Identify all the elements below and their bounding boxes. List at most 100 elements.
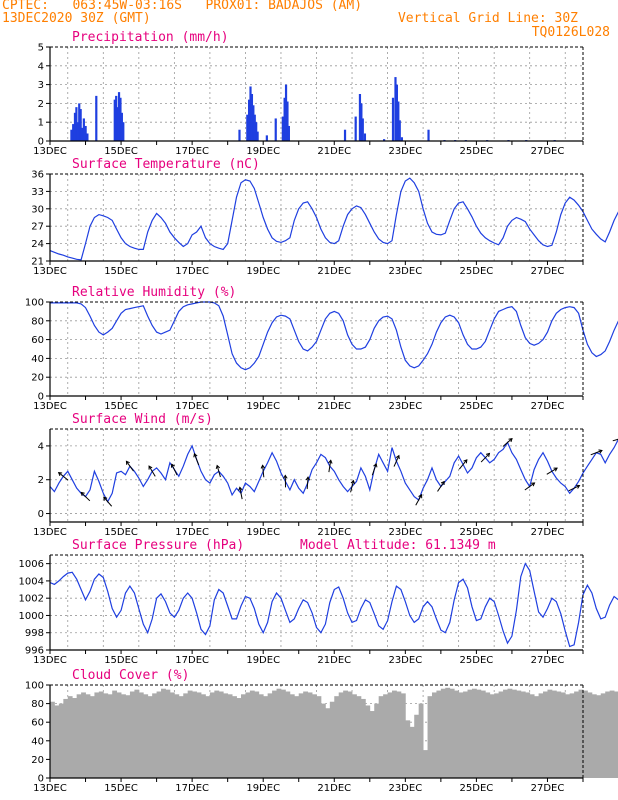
cloud-bar <box>58 703 64 778</box>
rh-xtick-label: 27DEC <box>531 401 565 412</box>
cloud-bar <box>578 689 584 778</box>
cloud-bar <box>223 693 229 778</box>
precip-xtick-label: 21DEC <box>317 146 351 157</box>
precip-ytick-label: 0 <box>38 137 44 148</box>
cloud-bar <box>89 696 95 778</box>
pres-ytick-label: 996 <box>25 646 44 657</box>
precip-bar <box>82 118 85 141</box>
rh-xtick-label: 13DEC <box>33 401 67 412</box>
cloud-bar <box>352 694 357 778</box>
cloud-bar <box>374 703 380 778</box>
wind-vector-arrowhead <box>103 496 108 501</box>
cloud-bar <box>50 701 55 778</box>
cloud-bar <box>298 693 304 778</box>
wind-vector-arrow <box>612 438 618 442</box>
wind-vector-arrowhead <box>328 459 333 464</box>
precip-bar <box>287 125 290 141</box>
cloud-xtick-label: 15DEC <box>104 783 138 794</box>
cloud-bar <box>227 694 233 778</box>
cloud-bar <box>476 689 482 778</box>
cloud-bar <box>587 692 593 778</box>
temp-xtick-label: 27DEC <box>531 266 565 277</box>
precip-bar <box>363 133 367 141</box>
cloud-bar <box>423 750 428 778</box>
cloud-bar <box>605 691 611 778</box>
wind-vector-arrow <box>546 467 558 475</box>
cloud-xtick-label: 21DEC <box>317 783 351 794</box>
temp-series-line <box>49 177 618 261</box>
temp-xtick-label: 15DEC <box>104 266 138 277</box>
cloud-bar <box>134 689 140 778</box>
precip-xtick-label: 23DEC <box>388 146 422 157</box>
precip-bar <box>281 116 284 141</box>
rh-ytick-label: 80 <box>31 316 44 327</box>
cloud-ytick-label: 0 <box>38 774 44 785</box>
precip-bar <box>343 129 347 141</box>
cloud-bar <box>85 694 91 778</box>
wind-vector-arrowhead <box>418 493 423 499</box>
wind-xtick-label: 25DEC <box>460 527 494 538</box>
precip-xtick-label: 27DEC <box>531 146 565 157</box>
cloud-bar <box>400 693 406 778</box>
cloud-bar <box>596 695 602 778</box>
cloud-bar <box>609 690 615 778</box>
rh-xtick-label: 19DEC <box>246 401 280 412</box>
cloud-bar <box>316 696 322 778</box>
pres-ytick-label: 1004 <box>19 576 44 587</box>
cloud-bar <box>405 720 411 778</box>
precip-bar <box>78 103 81 141</box>
cloud-bar <box>463 691 468 778</box>
cloud-bar <box>338 692 344 778</box>
temp-title: Surface Temperature (nC) <box>72 157 260 172</box>
pres-xtick-label: 17DEC <box>175 655 209 666</box>
wind-vector-arrowhead <box>283 474 288 479</box>
precip-ytick-label: 1 <box>38 118 44 129</box>
pres-grid <box>50 555 583 650</box>
cloud-bar <box>480 690 486 778</box>
cloud-bar <box>152 693 157 778</box>
cloud-bar <box>565 694 571 778</box>
cloud-bar <box>356 696 362 778</box>
wind-xtick-label: 21DEC <box>317 527 351 538</box>
precip-bar <box>238 129 241 141</box>
cloud-bar <box>81 692 86 778</box>
cloud-bar <box>503 689 508 778</box>
wind-vector-arrow <box>524 482 535 491</box>
rh-xtick-label: 15DEC <box>104 401 138 412</box>
precip-bar <box>250 94 254 141</box>
pres-ytick-label: 1000 <box>19 611 44 622</box>
wind-vector-arrow <box>239 487 243 500</box>
cloud-bar <box>360 698 366 778</box>
wind-xtick-label: 23DEC <box>388 527 422 538</box>
precip-bar <box>84 125 87 141</box>
cloud-bar <box>67 696 73 778</box>
cloud-bar <box>192 691 197 778</box>
pres-ytick-label: 1002 <box>19 594 44 605</box>
pres-xtick-label: 27DEC <box>531 655 565 666</box>
cloud-bar <box>614 691 618 778</box>
temp-xtick-label: 21DEC <box>317 266 351 277</box>
cloud-bar <box>63 698 69 778</box>
wind-vector-arrow <box>126 461 134 472</box>
cloud-bar <box>320 703 326 778</box>
precip-bar <box>255 122 258 141</box>
cloud-bar <box>138 692 144 778</box>
precip-bar <box>115 95 118 141</box>
cloud-bar <box>183 693 189 778</box>
wind-vector-arrow <box>216 465 221 478</box>
header-model-code: TQ0126L028 <box>531 25 610 40</box>
wind-vector-arrow <box>350 480 354 493</box>
cloud-bar <box>76 694 82 778</box>
cloud-ytick-label: 60 <box>31 718 44 729</box>
wind-vector-arrow <box>148 465 156 477</box>
wind-xtick-label: 15DEC <box>104 527 138 538</box>
temp-ytick-label: 27 <box>31 222 44 233</box>
precip-bar <box>246 114 249 141</box>
wind-grid <box>50 429 583 522</box>
cloud-bar <box>178 696 184 778</box>
precip-bar <box>75 107 78 141</box>
cloud-bar <box>218 691 224 778</box>
precip-bar <box>391 97 395 141</box>
rh-ytick-label: 100 <box>25 298 44 309</box>
